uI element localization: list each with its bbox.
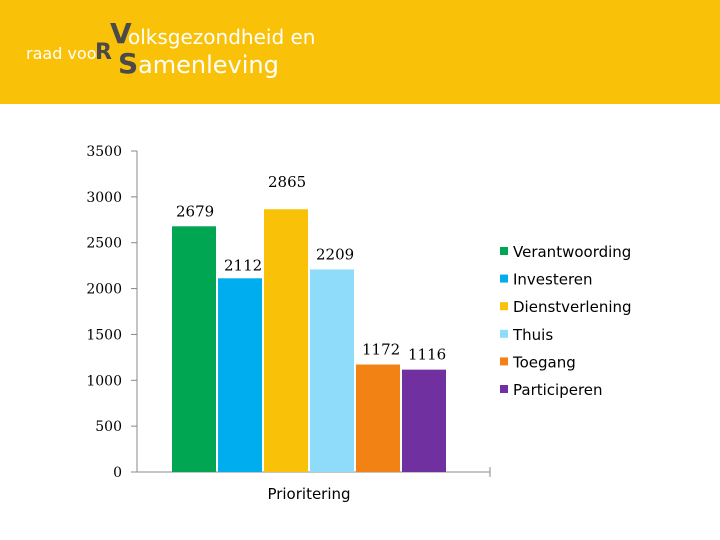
data-label-toegang: 1172	[362, 341, 400, 359]
legend-swatch-verantwoording	[500, 247, 508, 255]
bar-dienstverlening	[264, 209, 308, 472]
chart-bars	[172, 209, 446, 472]
legend-label-dienstverlening: Dienstverlening	[513, 298, 632, 316]
y-tick-label: 3500	[86, 144, 122, 160]
bar-participeren	[402, 369, 446, 472]
legend-swatch-toegang	[500, 357, 508, 366]
legend-label-verantwoording: Verantwoording	[513, 243, 631, 261]
legend-label-toegang: Toegang	[512, 353, 576, 371]
data-label-verantwoording: 2679	[176, 202, 214, 220]
header-banner: raad voo R V olksgezondheid en S amenlev…	[0, 0, 720, 104]
legend-label-thuis: Thuis	[512, 326, 553, 344]
bar-thuis	[310, 269, 354, 472]
y-tick-label: 3000	[86, 190, 122, 206]
logo-letter-r: R	[95, 40, 112, 65]
chart-legend: Verantwoording Investeren Dienstverlening T…	[500, 243, 632, 399]
y-tick-label: 2500	[86, 236, 122, 252]
legend-label-participeren: Participeren	[513, 381, 603, 399]
bar-toegang	[356, 364, 400, 472]
logo-letter-s: S	[118, 47, 139, 80]
legend-swatch-investeren	[500, 274, 508, 283]
logo-text-line1: olksgezondheid en	[128, 25, 316, 49]
y-tick-label: 1000	[86, 373, 122, 389]
data-labels: 2679 2112 2865 2209 1172 1116	[176, 173, 446, 363]
y-tick-label: 2000	[86, 282, 122, 298]
y-tick-label: 500	[95, 419, 122, 435]
bar-verantwoording	[172, 226, 216, 472]
y-axis-ticks: 0 500 1000 1500 2000 2500 3000 3500	[86, 144, 137, 481]
logo-text-prefix: raad voo	[26, 44, 97, 63]
logo-letter-v: V	[110, 17, 132, 50]
y-tick-label: 1500	[86, 327, 122, 343]
x-axis-labels: Prioritering	[267, 485, 350, 503]
x-category-label: Prioritering	[267, 485, 350, 503]
legend-swatch-thuis	[500, 329, 508, 338]
legend-swatch-participeren	[500, 385, 508, 393]
y-tick-label: 0	[113, 465, 122, 481]
data-label-participeren: 1116	[408, 346, 446, 364]
logo-text-line2: amenleving	[138, 51, 279, 79]
legend-label-investeren: Investeren	[513, 271, 593, 289]
bar-investeren	[218, 278, 262, 472]
data-label-investeren: 2112	[224, 256, 262, 274]
data-label-dienstverlening: 2865	[268, 173, 306, 191]
data-label-thuis: 2209	[316, 245, 354, 263]
legend-swatch-dienstverlening	[500, 302, 508, 311]
